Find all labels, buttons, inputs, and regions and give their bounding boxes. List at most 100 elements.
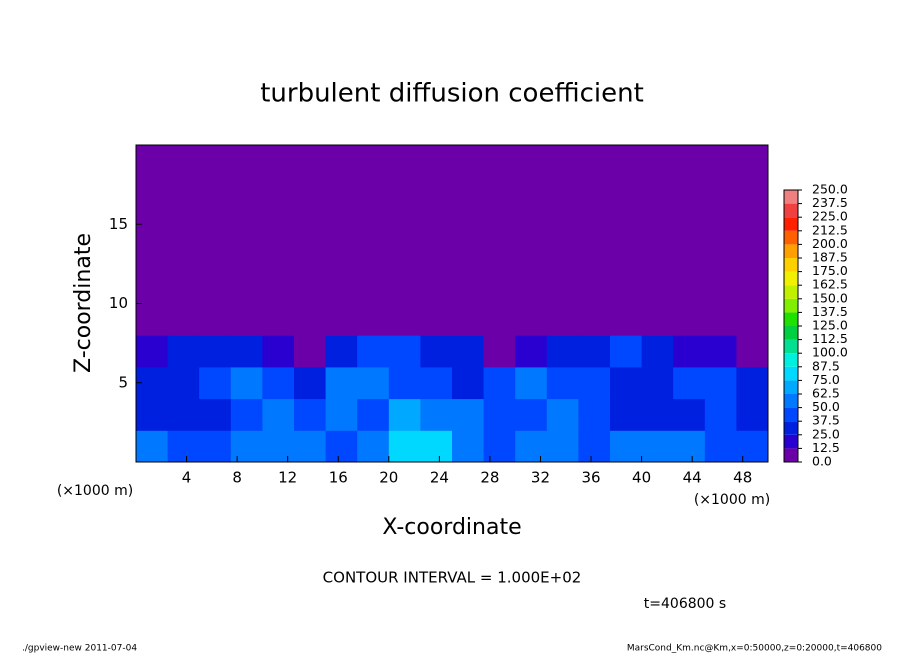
cell <box>641 430 674 463</box>
cell <box>262 145 295 178</box>
cell <box>230 303 263 336</box>
colorbar-label: 237.5 <box>812 195 848 210</box>
cell <box>199 335 232 368</box>
cell <box>546 240 579 273</box>
cell <box>357 176 390 209</box>
cell <box>736 335 769 368</box>
cell <box>230 335 263 368</box>
colorbar-bin <box>784 366 798 381</box>
cell <box>388 430 421 463</box>
cell <box>420 240 453 273</box>
cell <box>199 366 232 400</box>
cell <box>199 303 232 336</box>
cell <box>262 176 295 209</box>
cell <box>388 303 421 336</box>
cell <box>294 398 327 431</box>
cell <box>230 176 263 209</box>
cell <box>546 145 579 178</box>
colorbar-bin <box>784 448 798 462</box>
cell <box>167 145 200 178</box>
cell <box>452 145 485 178</box>
x-tick-label: 24 <box>430 469 449 487</box>
cell <box>483 208 516 241</box>
x-tick-label: 28 <box>480 469 499 487</box>
cell <box>388 176 421 209</box>
cell <box>167 398 200 431</box>
cell <box>704 208 737 241</box>
cell <box>641 335 674 368</box>
cell <box>452 398 485 431</box>
cell <box>294 335 327 368</box>
cell <box>483 271 516 304</box>
x-tick-label: 48 <box>733 469 752 487</box>
y-tick-label: 10 <box>109 294 128 312</box>
cell <box>578 176 611 209</box>
cell <box>388 145 421 178</box>
cell <box>641 366 674 400</box>
cell <box>325 208 358 241</box>
cell <box>673 398 706 431</box>
cell <box>325 240 358 273</box>
cell <box>262 240 295 273</box>
cell <box>673 366 706 400</box>
cell <box>167 240 200 273</box>
cell <box>673 430 706 463</box>
cell <box>452 240 485 273</box>
cell <box>199 398 232 431</box>
time-label: t=406800 s <box>644 596 726 612</box>
cell <box>483 145 516 178</box>
colorbar-label: 50.0 <box>812 399 840 414</box>
cell <box>546 176 579 209</box>
cell <box>483 335 516 368</box>
colorbar-label: 25.0 <box>812 426 840 441</box>
cell <box>641 271 674 304</box>
cell <box>262 303 295 336</box>
cell <box>325 398 358 431</box>
y-unit: (×1000 m) <box>57 483 133 499</box>
cell <box>515 303 548 336</box>
colorbar-bin <box>784 421 798 435</box>
cell <box>483 240 516 273</box>
colorbar-bin <box>784 217 798 231</box>
cell <box>357 271 390 304</box>
cell <box>294 271 327 304</box>
x-tick-label: 16 <box>329 469 348 487</box>
cell <box>641 398 674 431</box>
x-axis-title: X-coordinate <box>382 515 521 540</box>
cell <box>167 271 200 304</box>
cell <box>673 271 706 304</box>
cell <box>515 335 548 368</box>
cell <box>357 145 390 178</box>
cell <box>262 398 295 431</box>
cell <box>452 430 485 463</box>
cell <box>294 208 327 241</box>
colorbar-bin <box>784 353 798 367</box>
cell <box>388 335 421 368</box>
cell <box>136 240 169 273</box>
cell <box>230 271 263 304</box>
colorbar-label: 125.0 <box>812 318 848 333</box>
cell <box>483 303 516 336</box>
x-tick-label: 40 <box>632 469 651 487</box>
cell <box>388 366 421 400</box>
cell <box>325 145 358 178</box>
cell <box>357 240 390 273</box>
cell <box>546 303 579 336</box>
cell <box>452 176 485 209</box>
cell <box>420 430 453 463</box>
cell <box>578 430 611 463</box>
cell <box>325 176 358 209</box>
cell <box>578 240 611 273</box>
cell <box>388 208 421 241</box>
colorbar-bin <box>784 394 798 408</box>
cell <box>483 398 516 431</box>
cell <box>736 271 769 304</box>
cell <box>578 366 611 400</box>
colorbar-label: 187.5 <box>812 250 848 265</box>
cell <box>325 303 358 336</box>
colorbar-bin <box>784 380 798 394</box>
chart-title: turbulent diffusion coefficient <box>260 79 644 109</box>
colorbar-label: 12.5 <box>812 440 840 455</box>
x-tick-label: 4 <box>182 469 192 487</box>
